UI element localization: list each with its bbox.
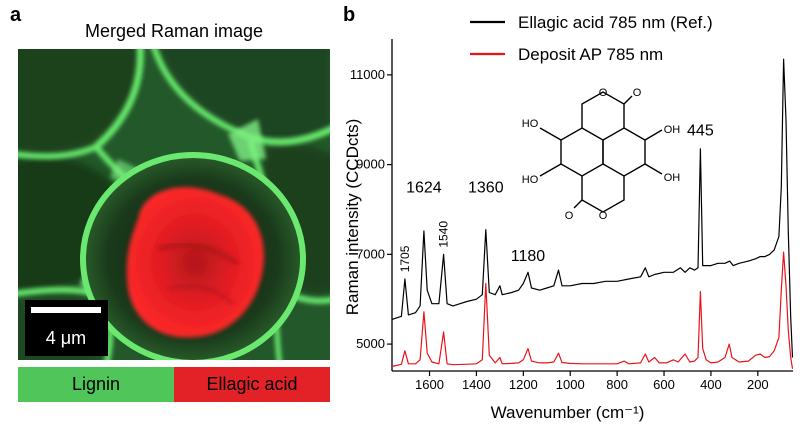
legend-label-1: Deposit AP 785 nm	[518, 45, 663, 64]
series-line-1	[391, 251, 794, 369]
panel-b-letter: b	[343, 4, 356, 26]
x-tick-label: 1400	[462, 377, 491, 392]
x-tick-label: 600	[653, 377, 675, 392]
atom-label-ho-top: HO	[522, 118, 539, 130]
x-tick-label: 1600	[415, 377, 444, 392]
y-tick-label: 7000	[356, 246, 385, 261]
peak-label: 1624	[406, 179, 442, 196]
panel-a-letter: a	[10, 4, 22, 26]
ellagic-acid-structure	[539, 91, 663, 213]
atom-label-ho-bottom: HO	[522, 174, 539, 186]
y-tick-label: 5000	[356, 336, 385, 351]
color-legend: Lignin Ellagic acid	[18, 367, 330, 402]
x-tick-label: 1200	[509, 377, 538, 392]
ellagic-acid-atom-labels: HO HO OH OH O O O O	[522, 87, 681, 222]
atom-label-oh-top: OH	[664, 124, 681, 136]
x-tick-label: 800	[606, 377, 628, 392]
series-line-0	[391, 58, 794, 358]
peak-label: 1180	[511, 248, 546, 265]
x-axis-label: Wavenumber (cm⁻¹)	[491, 403, 645, 422]
peak-label: 445	[687, 122, 714, 139]
y-tick-label: 11000	[350, 67, 385, 82]
series-layer	[391, 58, 794, 369]
y-axis-label: Raman intensity (CCDcts)	[343, 119, 362, 316]
legend-ellagic-acid-label: Ellagic acid	[206, 374, 298, 394]
raman-image-title: Merged Raman image	[84, 21, 264, 41]
legend-label-0: Ellagic acid 785 nm (Ref.)	[518, 13, 713, 32]
atom-label-oh-bottom: OH	[664, 172, 681, 184]
chart-axes: 1600 1400 1200 1000 800 600 400 200 5000 7000 9000…	[343, 39, 793, 422]
peak-label: 1360	[468, 179, 504, 196]
legend-ellagic-acid: Ellagic acid	[174, 367, 330, 402]
x-tick-label: 1000	[556, 377, 585, 392]
legend-lignin-label: Lignin	[71, 374, 121, 394]
x-tick-label: 200	[747, 377, 769, 392]
merged-raman-image: 4 μm	[18, 49, 330, 360]
x-tick-label: 400	[700, 377, 722, 392]
atom-label-o-ring-top: O	[599, 87, 608, 99]
legend-lignin: Lignin	[18, 367, 174, 402]
atom-label-o-carbonyl-bottom: O	[565, 210, 574, 222]
atom-label-o-carbonyl-top: O	[633, 87, 642, 99]
peak-label: 1540	[437, 221, 451, 248]
peak-annotations: 1705 1624 1540 1360 1180 445	[398, 122, 714, 272]
chart-legend: Ellagic acid 785 nm (Ref.) Deposit AP 785…	[470, 13, 713, 64]
scale-bar-label: 4 μm	[46, 328, 86, 348]
y-tick-label: 9000	[356, 157, 385, 172]
peak-label: 1705	[398, 245, 412, 272]
atom-label-o-ring-bottom: O	[599, 210, 608, 222]
raman-spectrum-chart: 1600 1400 1200 1000 800 600 400 200 5000 7000 9000…	[343, 13, 794, 422]
